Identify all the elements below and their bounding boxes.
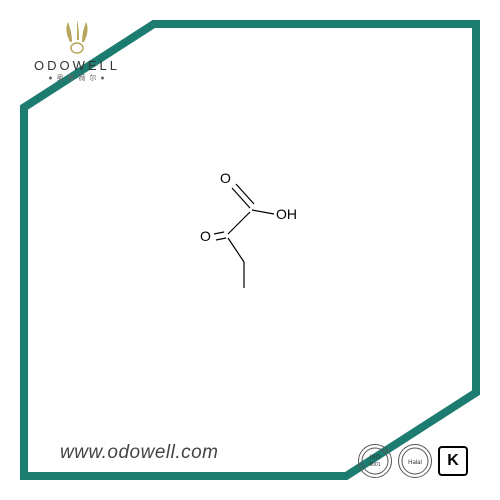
chemical-structure-diagram: O O OH (190, 170, 330, 310)
svg-text:ISO: ISO (370, 455, 381, 461)
brand-name: ODOWELL (22, 58, 132, 73)
brand-logo: ODOWELL ● 奥 都 薇 尔 ● (22, 18, 132, 83)
svg-text:Halal: Halal (408, 460, 422, 466)
molecule-svg (190, 170, 330, 310)
certification-badges: ISO 9001 Halal K (358, 444, 468, 478)
kosher-badge: K (438, 446, 468, 476)
brand-subtitle: ● 奥 都 薇 尔 ● (22, 73, 132, 83)
halal-badge: Halal (398, 444, 432, 478)
website-url: www.odowell.com (60, 442, 219, 464)
atom-oh: OH (276, 206, 297, 222)
atom-o2: O (200, 228, 211, 244)
svg-text:9001: 9001 (369, 462, 380, 468)
iso-badge: ISO 9001 (358, 444, 392, 478)
atom-o1: O (220, 170, 231, 186)
kosher-k-label: K (447, 453, 459, 469)
leaf-icon (52, 18, 102, 56)
